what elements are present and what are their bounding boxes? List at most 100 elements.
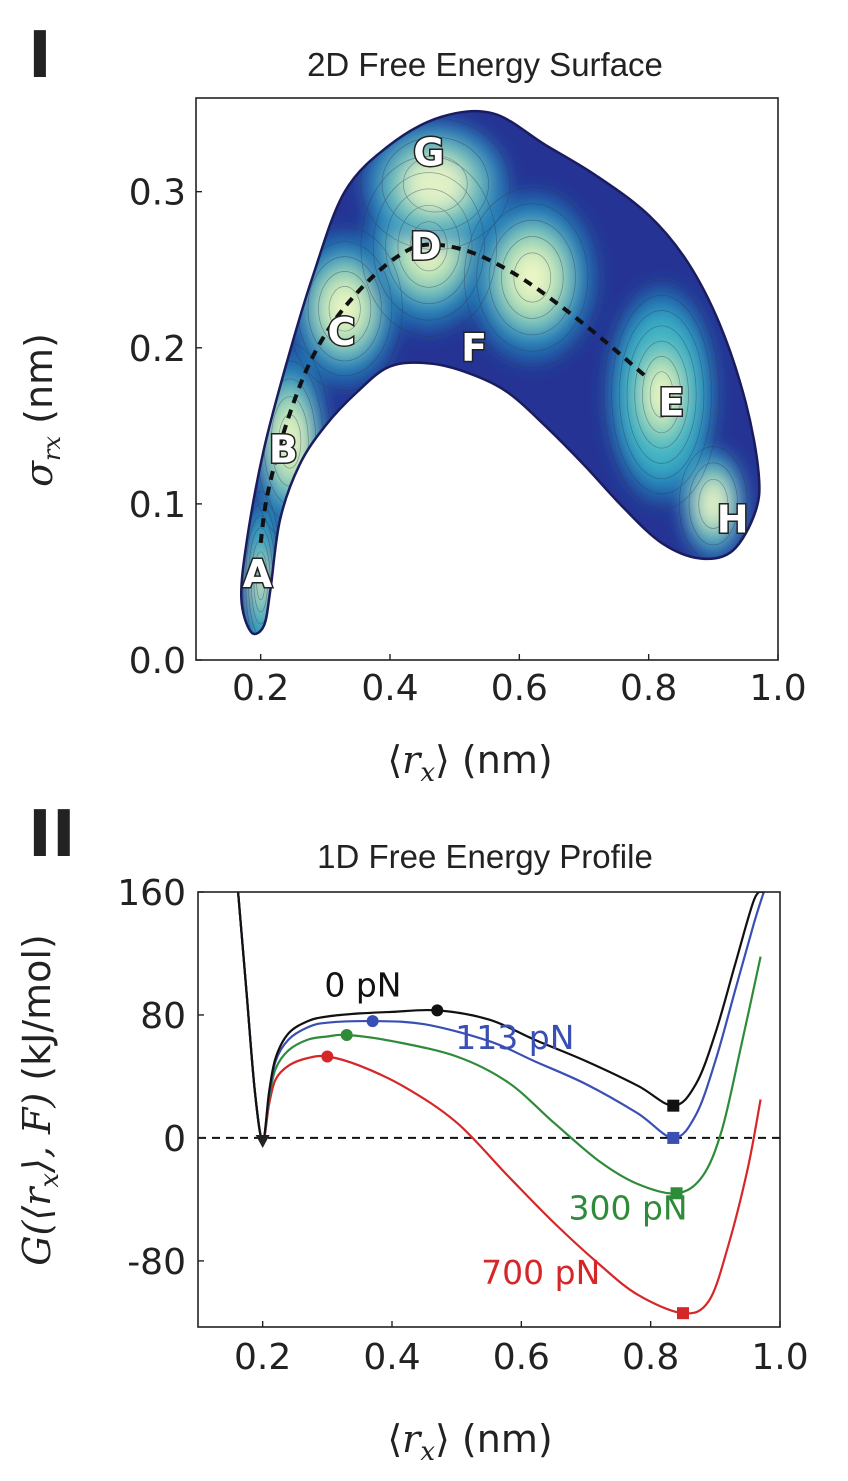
profile-x-ticks: 0.2 0.4 0.6 0.8 1.0	[234, 1321, 809, 1378]
profile-y-tick-label: 80	[140, 996, 186, 1037]
series-line-0-pn	[237, 892, 765, 1143]
profile-y-label-sub: x	[35, 1173, 65, 1188]
fes-contour-5-5	[634, 340, 689, 449]
profile-x-tick-label: 0.8	[622, 1337, 679, 1378]
fes-contour-2-3	[307, 256, 382, 362]
profile-x-label-prefix: ⟨	[387, 1417, 402, 1461]
profile-y-ticks: 160 80 0 -80	[117, 873, 204, 1283]
fes-path-line	[258, 242, 651, 544]
series-maximum-700-pn	[321, 1050, 334, 1063]
fes-surface	[240, 109, 761, 636]
series-label-300-pn: 300 pN	[568, 1188, 687, 1227]
fes-contour-4-3	[488, 219, 576, 336]
fes-y-tick-label: 0.2	[129, 329, 186, 370]
fes-x-label-var: r	[402, 738, 423, 782]
panel-label-2: II	[28, 798, 76, 872]
fes-basin-6-level-3	[404, 157, 466, 211]
fes-contour-0-7	[256, 563, 266, 601]
fes-contour-3-4	[397, 204, 461, 288]
fes-contour-6-2	[381, 136, 489, 232]
fes-transition-path	[258, 242, 651, 544]
fes-x-label-prefix: ⟨	[387, 738, 402, 782]
common-minimum-marker	[255, 1135, 270, 1149]
profile-y-label-text: G(⟨r	[15, 1185, 59, 1266]
fes-y-label-var: σ	[17, 460, 61, 487]
series-maximum-300-pn	[340, 1028, 353, 1041]
fes-contour-5-3	[618, 310, 705, 480]
profile-x-tick-label: 0.6	[493, 1337, 550, 1378]
profile-x-tick-label: 1.0	[751, 1337, 808, 1378]
profile-title: 1D Free Energy Profile	[317, 838, 653, 875]
fes-contour-7-2	[688, 462, 738, 546]
fes-contour-4-1	[464, 186, 601, 369]
fes-contour-2-4	[318, 271, 372, 347]
fes-axes-frame	[195, 97, 779, 661]
series-maximum-113-pn	[366, 1015, 379, 1028]
profile-x-tick-label: 0.2	[234, 1337, 291, 1378]
fes-contour-4-2	[476, 203, 589, 352]
profile-x-label-suffix: ⟩ (nm)	[435, 1417, 553, 1461]
fes-contour-4-4	[501, 236, 564, 319]
profile-series	[237, 892, 765, 1315]
profile-y-tick-label: -80	[127, 1242, 186, 1283]
profile-x-tick-label: 0.4	[363, 1337, 420, 1378]
fes-contour-3-1	[360, 155, 498, 337]
fes-x-axis-label: ⟨rx⟩ (nm)	[387, 738, 552, 788]
fes-x-tick-label: 0.4	[361, 668, 418, 709]
series-label-700-pn: 700 pN	[481, 1253, 600, 1292]
fes-x-tick-label: 0.6	[491, 668, 548, 709]
fes-basin-5-level-7	[650, 372, 673, 417]
state-label-f: F	[461, 326, 487, 370]
profile-series-labels: 0 pN 113 pN 300 pN 700 pN	[324, 966, 687, 1292]
fes-y-ticks: 0.0 0.1 0.2 0.3	[129, 173, 202, 682]
fes-basin-7-level-3	[699, 480, 728, 528]
fes-contour-3-2	[372, 172, 485, 321]
panel-label-1: I	[28, 19, 52, 93]
fes-contour-3-5	[409, 221, 448, 272]
profile-axes-frame	[197, 891, 781, 1328]
state-label-e: E	[658, 380, 684, 424]
fes-y-tick-label: 0.3	[129, 173, 186, 214]
state-label-g: G	[413, 131, 444, 175]
series-minimum-113-pn	[667, 1131, 680, 1144]
profile-y-label-text2: ⟩, F)	[15, 1093, 59, 1174]
fes-contour-4-5	[513, 252, 552, 303]
fes-basin-0-level-7	[256, 564, 265, 600]
fes-x-tick-label: 0.8	[620, 668, 677, 709]
profile-y-axis-label: G(⟨rx⟩, F) (kJ/mol)	[15, 934, 65, 1266]
fes-title: 2D Free Energy Surface	[307, 46, 663, 83]
state-label-h: H	[717, 498, 749, 542]
fes-state-labels: A B C D E F G H	[241, 129, 750, 597]
fes-y-axis-label: σrx (nm)	[17, 333, 66, 487]
profile-x-label-var: r	[402, 1417, 423, 1461]
fes-y-label-suffix: (nm)	[17, 333, 61, 436]
series-label-113-pn: 113 pN	[455, 1018, 574, 1057]
fes-x-tick-label: 0.2	[232, 668, 289, 709]
series-label-0-pn: 0 pN	[324, 966, 401, 1005]
fes-contour-3-3	[385, 188, 473, 305]
profile-y-label-suffix: (kJ/mol)	[15, 934, 59, 1093]
fes-x-tick-label: 1.0	[749, 668, 806, 709]
fes-contour-6-3	[402, 155, 468, 213]
profile-x-axis-label: ⟨rx⟩ (nm)	[387, 1417, 552, 1467]
fes-contour-5-6	[642, 356, 682, 434]
profile-y-tick-label: 0	[163, 1119, 186, 1160]
state-label-a: A	[243, 552, 273, 596]
fes-x-label-suffix: ⟩ (nm)	[435, 738, 553, 782]
profile-y-tick-label: 160	[117, 873, 186, 914]
fes-y-tick-label: 0.1	[129, 485, 186, 526]
series-line-113-pn	[237, 892, 765, 1143]
series-minimum-700-pn	[677, 1307, 689, 1320]
fes-x-label-sub: x	[420, 758, 435, 788]
series-minimum-300-pn	[670, 1187, 683, 1200]
state-label-d: D	[410, 224, 442, 268]
fes-contour-0-6	[253, 551, 268, 613]
state-label-b: B	[269, 427, 298, 471]
fes-x-ticks: 0.2 0.4 0.6 0.8 1.0	[232, 654, 807, 709]
profile-markers	[255, 1004, 689, 1320]
fes-contour-5-1	[603, 279, 720, 510]
fes-contour-7-3	[698, 478, 729, 529]
fes-region-outline	[240, 109, 761, 636]
